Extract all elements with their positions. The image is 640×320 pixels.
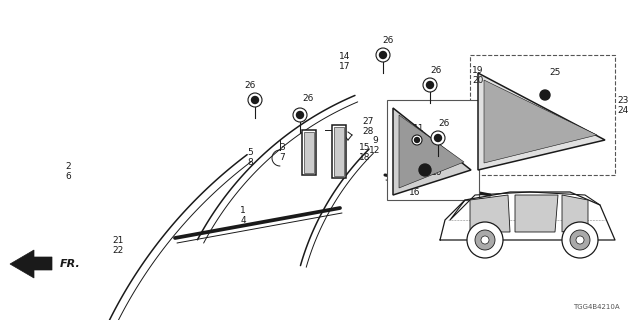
Polygon shape xyxy=(562,195,588,232)
Text: 14: 14 xyxy=(339,52,351,60)
Circle shape xyxy=(562,222,598,258)
Text: 27: 27 xyxy=(362,116,374,125)
Circle shape xyxy=(252,97,259,103)
Text: FR.: FR. xyxy=(60,259,81,269)
Circle shape xyxy=(467,222,503,258)
Text: 6: 6 xyxy=(65,172,71,180)
Circle shape xyxy=(296,111,303,118)
Text: 24: 24 xyxy=(618,106,628,115)
Text: 20: 20 xyxy=(472,76,484,84)
Text: 26: 26 xyxy=(244,81,256,90)
Text: 1: 1 xyxy=(240,205,246,214)
Text: 4: 4 xyxy=(240,215,246,225)
Text: 26: 26 xyxy=(438,118,450,127)
Text: 16: 16 xyxy=(409,188,420,196)
Text: TGG4B4210A: TGG4B4210A xyxy=(573,304,620,310)
Bar xyxy=(387,100,479,200)
Text: 2: 2 xyxy=(65,162,71,171)
Circle shape xyxy=(293,108,307,122)
Polygon shape xyxy=(399,115,464,188)
Bar xyxy=(302,130,316,175)
Circle shape xyxy=(475,230,495,250)
Text: 26: 26 xyxy=(382,36,394,44)
Circle shape xyxy=(431,131,445,145)
Circle shape xyxy=(576,236,584,244)
Text: 17: 17 xyxy=(339,61,351,70)
Polygon shape xyxy=(393,108,471,195)
Text: 13: 13 xyxy=(409,178,420,187)
Text: 26: 26 xyxy=(302,93,314,102)
Circle shape xyxy=(412,135,422,145)
Circle shape xyxy=(376,48,390,62)
Circle shape xyxy=(380,52,387,59)
Text: 10: 10 xyxy=(431,167,443,177)
Circle shape xyxy=(481,236,489,244)
Bar xyxy=(470,55,615,175)
Circle shape xyxy=(540,90,550,100)
Text: 15: 15 xyxy=(359,142,371,151)
Bar xyxy=(334,127,344,176)
Text: 7: 7 xyxy=(279,153,285,162)
Text: 25: 25 xyxy=(549,68,561,76)
Circle shape xyxy=(426,82,433,89)
Text: 9: 9 xyxy=(372,135,378,145)
Text: 11: 11 xyxy=(413,124,425,132)
Text: 19: 19 xyxy=(472,66,484,75)
Circle shape xyxy=(415,138,419,142)
Polygon shape xyxy=(515,195,558,232)
Text: 22: 22 xyxy=(113,245,124,254)
Text: 21: 21 xyxy=(112,236,124,244)
Text: 3: 3 xyxy=(279,142,285,151)
Polygon shape xyxy=(478,73,605,170)
Text: 12: 12 xyxy=(369,146,381,155)
Text: 23: 23 xyxy=(618,95,628,105)
Bar xyxy=(304,132,314,173)
Bar xyxy=(332,125,346,178)
Text: 8: 8 xyxy=(247,157,253,166)
Circle shape xyxy=(435,134,442,141)
Circle shape xyxy=(423,78,437,92)
Polygon shape xyxy=(484,80,597,163)
Circle shape xyxy=(248,93,262,107)
Text: 5: 5 xyxy=(247,148,253,156)
Text: 28: 28 xyxy=(362,126,374,135)
Polygon shape xyxy=(470,195,510,232)
Text: 26: 26 xyxy=(430,66,442,75)
Circle shape xyxy=(419,164,431,176)
Circle shape xyxy=(570,230,590,250)
Text: 18: 18 xyxy=(359,153,371,162)
Polygon shape xyxy=(10,250,52,278)
